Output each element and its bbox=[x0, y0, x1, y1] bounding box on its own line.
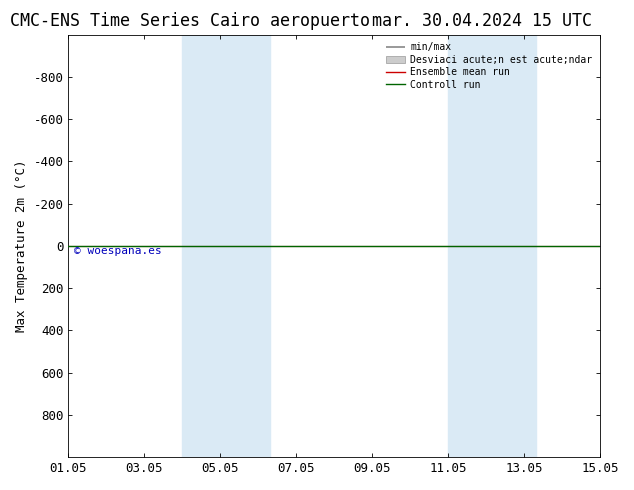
Bar bbox=[448, 35, 536, 457]
Text: mar. 30.04.2024 15 UTC: mar. 30.04.2024 15 UTC bbox=[372, 12, 592, 30]
Text: CMC-ENS Time Series Cairo aeropuerto: CMC-ENS Time Series Cairo aeropuerto bbox=[10, 12, 370, 30]
Legend: min/max, Desviaci acute;n est acute;ndar, Ensemble mean run, Controll run: min/max, Desviaci acute;n est acute;ndar… bbox=[383, 40, 595, 93]
Y-axis label: Max Temperature 2m (°C): Max Temperature 2m (°C) bbox=[15, 160, 28, 332]
Text: © woespana.es: © woespana.es bbox=[74, 246, 162, 256]
Bar bbox=[183, 35, 269, 457]
